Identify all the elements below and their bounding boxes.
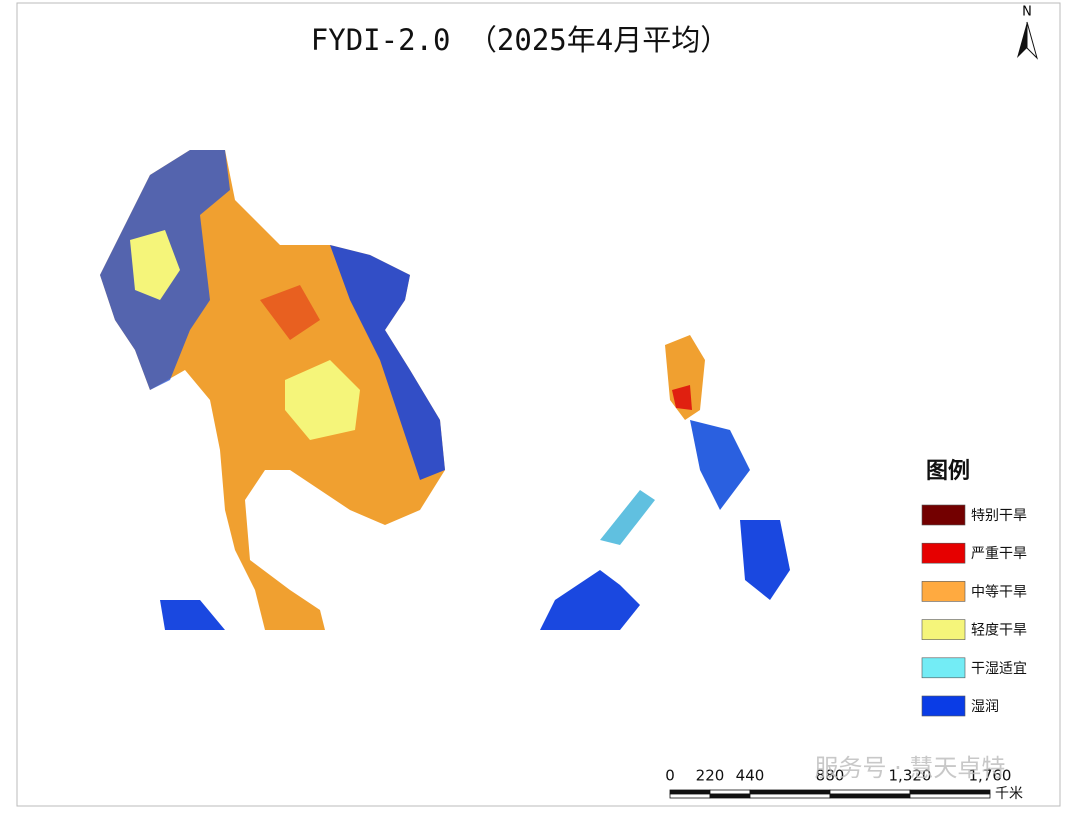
scale-label: 1,320 (889, 767, 932, 785)
legend-label: 严重干旱 (971, 546, 1027, 562)
map-regions (100, 150, 790, 630)
scale-segment (829, 789, 911, 795)
legend-label: 特别干旱 (971, 508, 1027, 524)
scale-segment (829, 793, 911, 799)
legend-swatch (921, 581, 966, 602)
scale-segment (709, 793, 751, 799)
scale-label: 880 (816, 767, 845, 785)
scale-segment (669, 789, 711, 795)
legend-swatch (921, 695, 966, 717)
scale-label: 440 (736, 767, 765, 785)
legend-swatch (921, 542, 966, 564)
scale-label: 220 (696, 767, 725, 785)
scale-segment (909, 793, 991, 799)
north-arrow: N (1017, 5, 1038, 60)
scale-unit: 千米 (995, 786, 1023, 802)
scale-segment (709, 789, 751, 795)
scale-label: 1,760 (969, 767, 1012, 785)
scale-label: 0 (665, 767, 675, 785)
legend-swatch (921, 619, 966, 640)
watermark: 服务号 · 慧天卓特 (815, 754, 1006, 782)
map-frame (16, 2, 1061, 807)
legend-label: 干湿适宜 (971, 661, 1027, 677)
scale-segment (749, 793, 831, 799)
legend-swatch (921, 657, 966, 679)
legend-title: 图例 (926, 459, 970, 484)
scale-segment (909, 789, 991, 795)
scale-segment (749, 789, 831, 795)
legend-label: 湿润 (971, 699, 999, 715)
legend-swatch (921, 504, 966, 526)
map-title: FYDI-2.0 （2025年4月平均） (311, 23, 729, 57)
legend-label: 中等干旱 (971, 583, 1027, 600)
north-label: N (1022, 5, 1032, 20)
scale-segment (669, 793, 711, 799)
legend-label: 轻度干旱 (971, 623, 1027, 639)
